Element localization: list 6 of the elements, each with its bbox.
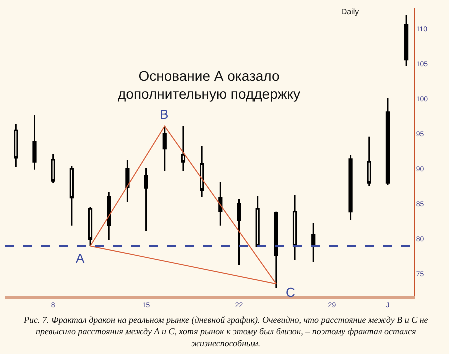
chart-title: Daily — [341, 7, 360, 16]
annotation: C — [286, 285, 296, 300]
annotation: B — [160, 107, 169, 122]
annotation: Основание А оказало дополнительную поддержку — [118, 68, 301, 102]
text: Рис. 7. Фрактал дракон на реальном рынке (дневной график). Очевидно, что расстояние между В и С не превысило расстояния между А и С, хотя рынок к этому был близок, – поэтому фрактал остался жизнеспособным. — [23, 315, 428, 348]
annotation: A — [76, 251, 85, 266]
